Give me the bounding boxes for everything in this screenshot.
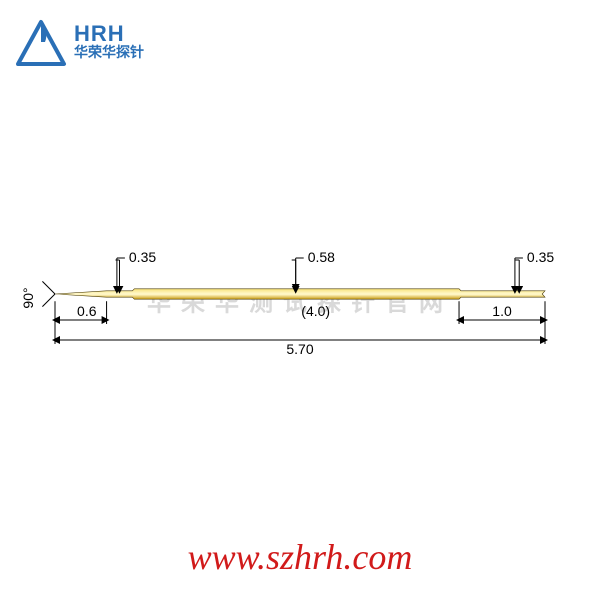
logo-text-cn: 华荣华探针 <box>74 45 144 60</box>
logo-text: HRH 华荣华探针 <box>74 22 144 60</box>
dim-tip_len: 0.6 <box>77 303 97 319</box>
dimension-diagram: 0.350.580.350.61.0(4.0)5.7090° <box>55 230 545 370</box>
dim-total_len: 5.70 <box>286 341 313 357</box>
dim-dia_body: 0.58 <box>308 249 335 265</box>
diagram-stage: 0.350.580.350.61.0(4.0)5.7090° <box>55 230 545 370</box>
logo-text-en: HRH <box>74 22 144 45</box>
page: HRH 华荣华探针 华荣华测试探针官网 0.350.580.350.61.0(4… <box>0 0 600 600</box>
logo-mark <box>14 14 68 68</box>
website-url: www.szhrh.com <box>0 536 600 578</box>
brand-logo: HRH 华荣华探针 <box>14 14 144 68</box>
probe-body <box>55 289 545 299</box>
dim-rear_len: 1.0 <box>492 303 512 319</box>
dim-dia_front: 0.35 <box>129 249 156 265</box>
dim-travel: (4.0) <box>301 303 330 319</box>
dim-dia_rear: 0.35 <box>527 249 554 265</box>
dim-tip_angle: 90° <box>20 287 36 308</box>
